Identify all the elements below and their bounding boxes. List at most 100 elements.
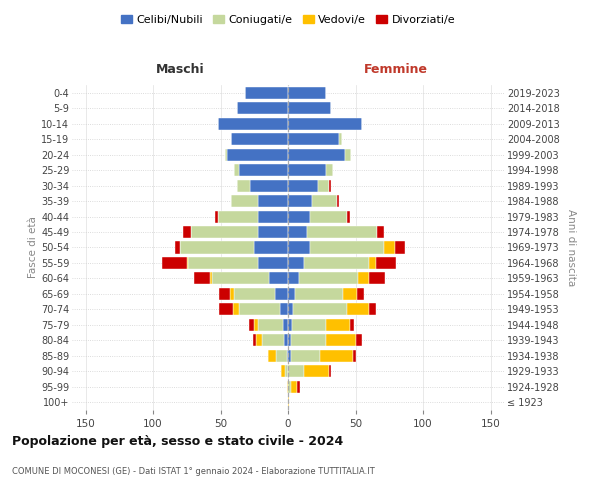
Bar	[288, 164, 326, 176]
Bar	[298, 381, 300, 393]
Bar	[259, 226, 288, 238]
Bar	[259, 257, 288, 269]
Y-axis label: Anni di nascita: Anni di nascita	[566, 209, 577, 286]
Y-axis label: Fasce di età: Fasce di età	[28, 216, 38, 278]
Bar	[304, 366, 329, 378]
Bar	[275, 288, 288, 300]
Bar	[290, 350, 320, 362]
Bar	[249, 319, 254, 331]
Bar	[234, 288, 275, 300]
Bar	[307, 226, 377, 238]
Bar	[280, 304, 288, 316]
Bar	[256, 334, 262, 346]
Text: Maschi: Maschi	[155, 62, 205, 76]
Bar	[281, 366, 286, 378]
Bar	[259, 319, 283, 331]
Bar	[259, 210, 288, 222]
Bar	[288, 195, 313, 207]
Bar	[329, 180, 331, 192]
Bar	[357, 288, 364, 300]
Bar	[187, 257, 188, 269]
Bar	[313, 195, 337, 207]
Bar	[268, 350, 276, 362]
Bar	[310, 242, 384, 254]
Bar	[290, 381, 298, 393]
Bar	[293, 304, 347, 316]
Bar	[233, 304, 239, 316]
Bar	[377, 226, 384, 238]
Bar	[369, 272, 385, 284]
Text: COMUNE DI MOCONESI (GE) - Dati ISTAT 1° gennaio 2024 - Elaborazione TUTTITALIA.I: COMUNE DI MOCONESI (GE) - Dati ISTAT 1° …	[12, 468, 375, 476]
Bar	[287, 381, 288, 393]
Bar	[288, 304, 293, 316]
Bar	[343, 288, 357, 300]
Bar	[288, 118, 362, 130]
Bar	[230, 288, 234, 300]
Bar	[288, 334, 290, 346]
Bar	[304, 257, 369, 269]
Bar	[245, 86, 288, 99]
Bar	[295, 288, 343, 300]
Bar	[395, 242, 406, 254]
Bar	[288, 396, 289, 408]
Bar	[318, 180, 329, 192]
Bar	[353, 350, 355, 362]
Bar	[292, 319, 326, 331]
Text: Popolazione per età, sesso e stato civile - 2024: Popolazione per età, sesso e stato civil…	[12, 435, 343, 448]
Bar	[288, 242, 310, 254]
Bar	[350, 319, 354, 331]
Bar	[212, 272, 269, 284]
Bar	[224, 148, 227, 160]
Bar	[254, 319, 259, 331]
Bar	[288, 210, 310, 222]
Bar	[219, 304, 233, 316]
Bar	[358, 272, 369, 284]
Bar	[288, 148, 344, 160]
Bar	[369, 257, 376, 269]
Bar	[355, 334, 362, 346]
Bar	[347, 210, 350, 222]
Bar	[326, 334, 355, 346]
Bar	[232, 195, 259, 207]
Bar	[269, 272, 288, 284]
Bar	[218, 118, 288, 130]
Bar	[182, 226, 191, 238]
Bar	[175, 242, 180, 254]
Bar	[326, 319, 350, 331]
Bar	[215, 210, 218, 222]
Bar	[299, 272, 358, 284]
Bar	[288, 366, 304, 378]
Bar	[384, 242, 395, 254]
Bar	[344, 148, 352, 160]
Bar	[239, 164, 288, 176]
Bar	[254, 242, 288, 254]
Bar	[193, 272, 210, 284]
Bar	[288, 180, 318, 192]
Bar	[250, 180, 288, 192]
Bar	[180, 242, 254, 254]
Bar	[288, 350, 290, 362]
Bar	[290, 334, 326, 346]
Bar	[253, 334, 256, 346]
Bar	[234, 164, 239, 176]
Bar	[236, 180, 250, 192]
Bar	[219, 288, 230, 300]
Bar	[288, 257, 304, 269]
Bar	[287, 350, 288, 362]
Bar	[288, 272, 299, 284]
Bar	[191, 226, 259, 238]
Bar	[369, 304, 376, 316]
Bar	[320, 350, 353, 362]
Bar	[288, 226, 307, 238]
Bar	[283, 319, 288, 331]
Bar	[210, 272, 212, 284]
Bar	[286, 366, 288, 378]
Bar	[288, 381, 290, 393]
Bar	[340, 133, 342, 145]
Bar	[288, 288, 295, 300]
Bar	[376, 257, 396, 269]
Bar	[239, 304, 280, 316]
Bar	[284, 334, 288, 346]
Bar	[236, 102, 288, 114]
Bar	[288, 102, 331, 114]
